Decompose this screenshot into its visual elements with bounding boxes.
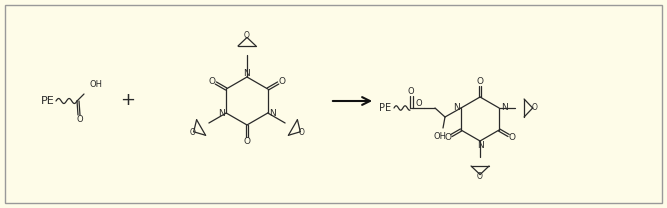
Text: O: O	[209, 77, 216, 85]
Text: O: O	[531, 104, 537, 113]
Text: N: N	[269, 109, 276, 118]
Text: PE: PE	[41, 96, 55, 106]
Text: N: N	[243, 68, 250, 78]
Text: N: N	[218, 109, 225, 118]
Text: O: O	[476, 78, 484, 87]
Text: OH: OH	[434, 132, 446, 141]
Text: N: N	[453, 104, 460, 113]
Text: O: O	[509, 133, 516, 142]
Text: O: O	[77, 115, 83, 125]
Text: N: N	[501, 104, 508, 113]
Text: N: N	[477, 141, 484, 151]
Text: O: O	[299, 128, 305, 137]
Text: O: O	[408, 87, 414, 95]
Text: O: O	[244, 31, 250, 40]
Text: O: O	[189, 128, 195, 137]
Text: +: +	[121, 91, 135, 109]
Text: O: O	[243, 136, 251, 146]
Text: O: O	[416, 99, 422, 108]
Text: O: O	[278, 77, 285, 85]
Text: PE: PE	[379, 103, 391, 113]
Text: OH: OH	[90, 80, 103, 89]
Text: O: O	[444, 133, 452, 142]
Text: O: O	[477, 172, 483, 181]
